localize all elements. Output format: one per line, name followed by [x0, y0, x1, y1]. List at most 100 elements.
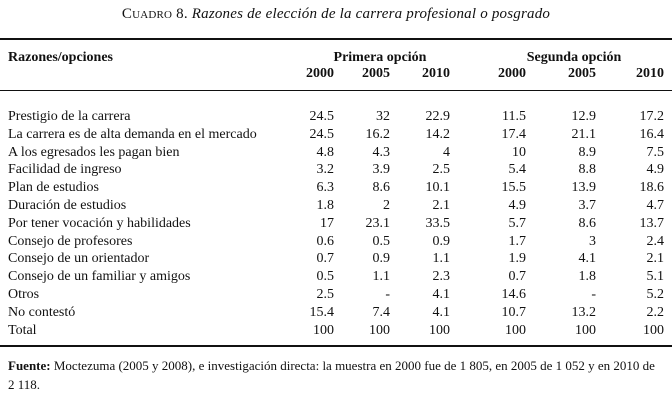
- year-header: 2010: [636, 66, 664, 81]
- table-cell: 8.8: [578, 162, 597, 178]
- header-segunda-opcion: Segunda opción: [526, 50, 622, 65]
- table-cell: 14.2: [425, 126, 451, 142]
- table-cell: 1.1: [432, 251, 451, 267]
- table-cell: 1.7: [508, 233, 527, 249]
- table-cell: 1.8: [316, 197, 335, 213]
- row-label: Prestigio de la carrera: [8, 109, 131, 124]
- table-cell: 11.5: [502, 109, 526, 124]
- table-cell: 3: [589, 233, 596, 249]
- year-header: 2005: [568, 66, 596, 81]
- table-row: Duración de estudios 1.8 2 2.1 4.9 3.7 4.7: [0, 197, 672, 215]
- table-row: Por tener vocación y habilidades 17 23.1 33…: [0, 215, 672, 233]
- year-header: 2010: [422, 66, 450, 81]
- table-cell: 1.1: [372, 269, 391, 285]
- table-cell: 7.5: [646, 144, 665, 160]
- table-cell: 0.6: [316, 233, 335, 249]
- header-rule: [0, 90, 672, 91]
- table-cell: 16.2: [365, 126, 391, 142]
- table-row: La carrera es de alta demanda en el merc…: [0, 126, 672, 144]
- table-cell: 17.2: [639, 109, 665, 124]
- row-label: Duración de estudios: [8, 197, 127, 213]
- table-cell: 5.1: [646, 269, 665, 285]
- year-header: 2000: [306, 66, 334, 81]
- row-label: A los egresados les pagan bien: [8, 144, 180, 160]
- table-cell: 12.9: [571, 109, 597, 124]
- year-header: 2005: [362, 66, 390, 81]
- table-cell: 7.4: [372, 304, 391, 320]
- header-primera-opcion: Primera opción: [333, 50, 427, 65]
- table-cell: 4.7: [646, 197, 665, 213]
- table-cell: 23.1: [365, 215, 391, 231]
- table-row: No contestó 15.4 7.4 4.1 10.7 13.2 2.2: [0, 304, 672, 322]
- table-cell: 22.9: [425, 109, 451, 124]
- table-cell: 100: [429, 322, 450, 338]
- table-cell: 1.9: [508, 251, 527, 267]
- table-caption: Cuadro 8. Razones de elección de la carr…: [0, 6, 672, 23]
- table-cell: 1.8: [578, 269, 597, 285]
- table-cell: 0.5: [316, 269, 335, 285]
- table-cell: 100: [505, 322, 526, 338]
- caption-label: Cuadro 8.: [121, 6, 188, 22]
- table-cell: 0.9: [432, 233, 451, 249]
- row-label: Total: [8, 322, 37, 338]
- source-label: Fuente:: [8, 358, 51, 373]
- table-cell: 24.5: [309, 109, 335, 124]
- table-cell: 4.9: [508, 197, 527, 213]
- table-cell: 5.2: [646, 286, 665, 302]
- table-cell: 4.1: [432, 304, 451, 320]
- table-row: Consejo de un familiar y amigos 0.5 1.1 2.3…: [0, 268, 672, 286]
- table-cell: 3.2: [316, 162, 335, 178]
- table-cell: 0.7: [316, 251, 335, 267]
- year-header: 2000: [498, 66, 526, 81]
- table-cell: 13.7: [639, 215, 665, 231]
- table-cell: -: [385, 286, 390, 302]
- table-cell: 0.5: [372, 233, 391, 249]
- header-reasons: Razones/opciones: [8, 50, 113, 65]
- table-cell: 18.6: [639, 180, 665, 196]
- row-label: No contestó: [8, 304, 76, 320]
- table-cell: 4.3: [372, 144, 391, 160]
- source-text: Moctezuma (2005 y 2008), e investigación…: [8, 358, 655, 392]
- table-cell: 100: [369, 322, 390, 338]
- table-cell: 2.5: [316, 286, 335, 302]
- table-cell: 21.1: [571, 126, 597, 142]
- table-row: Plan de estudios 6.3 8.6 10.1 15.5 13.9 18.6: [0, 179, 672, 197]
- row-label: Plan de estudios: [8, 180, 99, 196]
- table-cell: -: [591, 286, 596, 302]
- table-body: Prestigio de la carrera 24.5 32 22.9 11.5 12.…: [0, 108, 672, 339]
- row-label: Consejo de profesores: [8, 233, 133, 249]
- table-cell: 2.1: [432, 197, 451, 213]
- table-cell: 32: [376, 109, 390, 124]
- table-cell: 4: [443, 144, 450, 160]
- table-row: A los egresados les pagan bien 4.8 4.3 4 10 8…: [0, 144, 672, 162]
- table-row: Consejo de profesores 0.6 0.5 0.9 1.7 3 2.4: [0, 233, 672, 251]
- table-cell: 33.5: [425, 215, 451, 231]
- table-cell: 0.9: [372, 251, 391, 267]
- table-cell: 4.8: [316, 144, 335, 160]
- table-cell: 5.4: [508, 162, 527, 178]
- row-label: Por tener vocación y habilidades: [8, 215, 191, 231]
- table-cell: 17.4: [501, 126, 527, 142]
- table-cell: 2.3: [432, 269, 451, 285]
- table-cell: 8.9: [578, 144, 597, 160]
- table-cell: 4.9: [646, 162, 665, 178]
- table-row: Total 100 100 100 100 100 100: [0, 322, 672, 340]
- row-label: Otros: [8, 286, 40, 302]
- top-rule: [0, 38, 672, 40]
- table-cell: 100: [313, 322, 334, 338]
- table-cell: 2.1: [646, 251, 665, 267]
- table-cell: 14.6: [501, 286, 527, 302]
- table-cell: 2.5: [432, 162, 451, 178]
- table-cell: 2.2: [646, 304, 665, 320]
- table-row: Consejo de un orientador 0.7 0.9 1.1 1.9 4.1 2…: [0, 250, 672, 268]
- header-years: 2000 2005 2010 2000 2005 2010: [0, 66, 672, 84]
- table-cell: 10.7: [501, 304, 527, 320]
- table-cell: 5.7: [508, 215, 527, 231]
- table-cell: 17: [320, 215, 334, 231]
- table-cell: 10: [512, 144, 526, 160]
- table-row: Prestigio de la carrera 24.5 32 22.9 11.5 12.…: [0, 108, 672, 126]
- table-cell: 100: [643, 322, 664, 338]
- row-label: Consejo de un familiar y amigos: [8, 269, 191, 285]
- table-cell: 13.9: [571, 180, 597, 196]
- table-cell: 3.9: [372, 162, 391, 178]
